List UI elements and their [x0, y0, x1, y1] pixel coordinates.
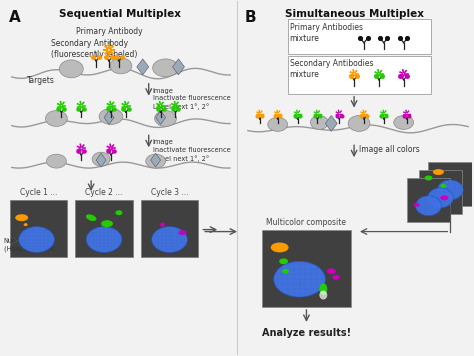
Bar	[141, 200, 198, 257]
Text: B: B	[245, 10, 256, 25]
Text: Nucleus
(Hoechst stain): Nucleus (Hoechst stain)	[4, 239, 55, 252]
Ellipse shape	[433, 169, 444, 175]
Text: Image
Inactivate fluorescence
Label next 1°, 2°: Image Inactivate fluorescence Label next…	[153, 88, 230, 110]
Bar	[75, 200, 133, 257]
Text: Primary Antibody: Primary Antibody	[76, 27, 143, 45]
Ellipse shape	[15, 214, 28, 221]
Ellipse shape	[178, 230, 186, 235]
Bar	[288, 56, 431, 94]
Bar	[262, 230, 351, 307]
Bar	[428, 162, 472, 206]
Ellipse shape	[416, 196, 441, 216]
Ellipse shape	[282, 269, 289, 274]
Ellipse shape	[428, 188, 453, 208]
Text: Simultaneous Multiplex: Simultaneous Multiplex	[284, 9, 424, 19]
Polygon shape	[151, 153, 161, 167]
Text: Image all colors: Image all colors	[359, 145, 420, 154]
Ellipse shape	[319, 283, 327, 295]
Bar	[419, 170, 462, 214]
Ellipse shape	[86, 227, 122, 252]
Text: Primary Antibodies
mixture: Primary Antibodies mixture	[290, 23, 363, 43]
Ellipse shape	[146, 154, 165, 168]
Ellipse shape	[152, 227, 187, 252]
Text: Targets: Targets	[27, 76, 55, 85]
Ellipse shape	[271, 242, 289, 252]
Ellipse shape	[414, 203, 419, 207]
Ellipse shape	[440, 195, 448, 200]
Ellipse shape	[92, 152, 110, 166]
Ellipse shape	[438, 180, 463, 200]
Ellipse shape	[46, 110, 67, 126]
Ellipse shape	[394, 115, 414, 129]
Text: Image
Inactivate fluorescence
Label next 1°, 2°: Image Inactivate fluorescence Label next…	[153, 139, 230, 162]
Text: Analyze results!: Analyze results!	[262, 328, 351, 338]
Ellipse shape	[101, 220, 113, 227]
Ellipse shape	[155, 110, 176, 126]
Text: A: A	[9, 10, 20, 25]
Ellipse shape	[59, 60, 83, 78]
Ellipse shape	[86, 214, 96, 221]
Text: Cycle 3 ...: Cycle 3 ...	[151, 188, 188, 197]
Ellipse shape	[116, 210, 122, 215]
Ellipse shape	[46, 154, 66, 168]
Ellipse shape	[319, 290, 327, 299]
Polygon shape	[96, 153, 106, 167]
Text: Secondary Antibodies
mixture: Secondary Antibodies mixture	[290, 59, 373, 79]
Text: Cycle 1 ...: Cycle 1 ...	[20, 188, 57, 197]
Ellipse shape	[268, 117, 288, 131]
Ellipse shape	[310, 115, 328, 129]
Ellipse shape	[273, 261, 325, 297]
Polygon shape	[325, 115, 337, 131]
Ellipse shape	[99, 109, 123, 124]
Polygon shape	[173, 59, 184, 75]
Text: Sequential Multiplex: Sequential Multiplex	[59, 9, 181, 19]
Polygon shape	[155, 110, 165, 124]
Ellipse shape	[160, 222, 165, 227]
Bar	[10, 200, 67, 257]
Bar	[407, 178, 450, 222]
Ellipse shape	[153, 59, 178, 77]
Text: Cycle 2 ...: Cycle 2 ...	[85, 188, 123, 197]
Text: Multicolor composite: Multicolor composite	[266, 218, 346, 227]
Ellipse shape	[440, 184, 447, 188]
Ellipse shape	[425, 176, 432, 180]
Ellipse shape	[332, 275, 340, 280]
Ellipse shape	[24, 223, 27, 226]
Text: Secondary Antibody
(fluorescently labeled): Secondary Antibody (fluorescently labele…	[52, 39, 138, 59]
Ellipse shape	[110, 58, 132, 74]
Ellipse shape	[348, 115, 370, 131]
Polygon shape	[104, 110, 114, 124]
Ellipse shape	[327, 268, 336, 274]
Ellipse shape	[18, 227, 55, 252]
Ellipse shape	[279, 258, 288, 264]
Bar	[288, 19, 431, 54]
Polygon shape	[137, 59, 149, 75]
